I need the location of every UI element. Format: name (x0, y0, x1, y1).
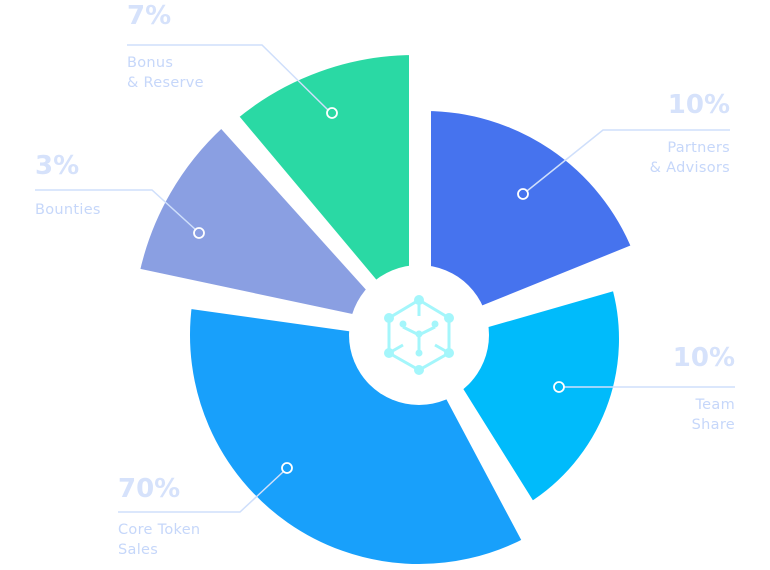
marker-core (281, 462, 293, 474)
label-core: Core Token Sales (118, 522, 201, 558)
marker-partners (517, 188, 529, 200)
leader-line-bounties (35, 189, 197, 231)
percent-bounties: 3% (35, 151, 80, 181)
slice-core (178, 296, 536, 570)
hexagon-network-icon (384, 295, 454, 375)
marker-bonus (326, 107, 338, 119)
slice-bonus (225, 43, 421, 341)
percent-team: 10% (672, 343, 735, 373)
slice-bounties (127, 114, 419, 339)
slice-partners (419, 99, 645, 341)
label-partners: Partners & Advisors (649, 140, 730, 176)
marker-bounties (193, 227, 205, 239)
percent-partners: 10% (667, 90, 730, 120)
percent-core: 70% (118, 474, 181, 504)
leader-line-bonus (127, 44, 329, 111)
label-bounties: Bounties (35, 202, 101, 218)
leader-line-core (118, 471, 284, 513)
label-bonus: Bonus & Reserve (127, 55, 204, 91)
percent-bonus: 7% (127, 1, 172, 31)
leader-line-partners (526, 129, 730, 192)
label-team: Team Share (691, 397, 735, 433)
marker-team (553, 381, 565, 393)
